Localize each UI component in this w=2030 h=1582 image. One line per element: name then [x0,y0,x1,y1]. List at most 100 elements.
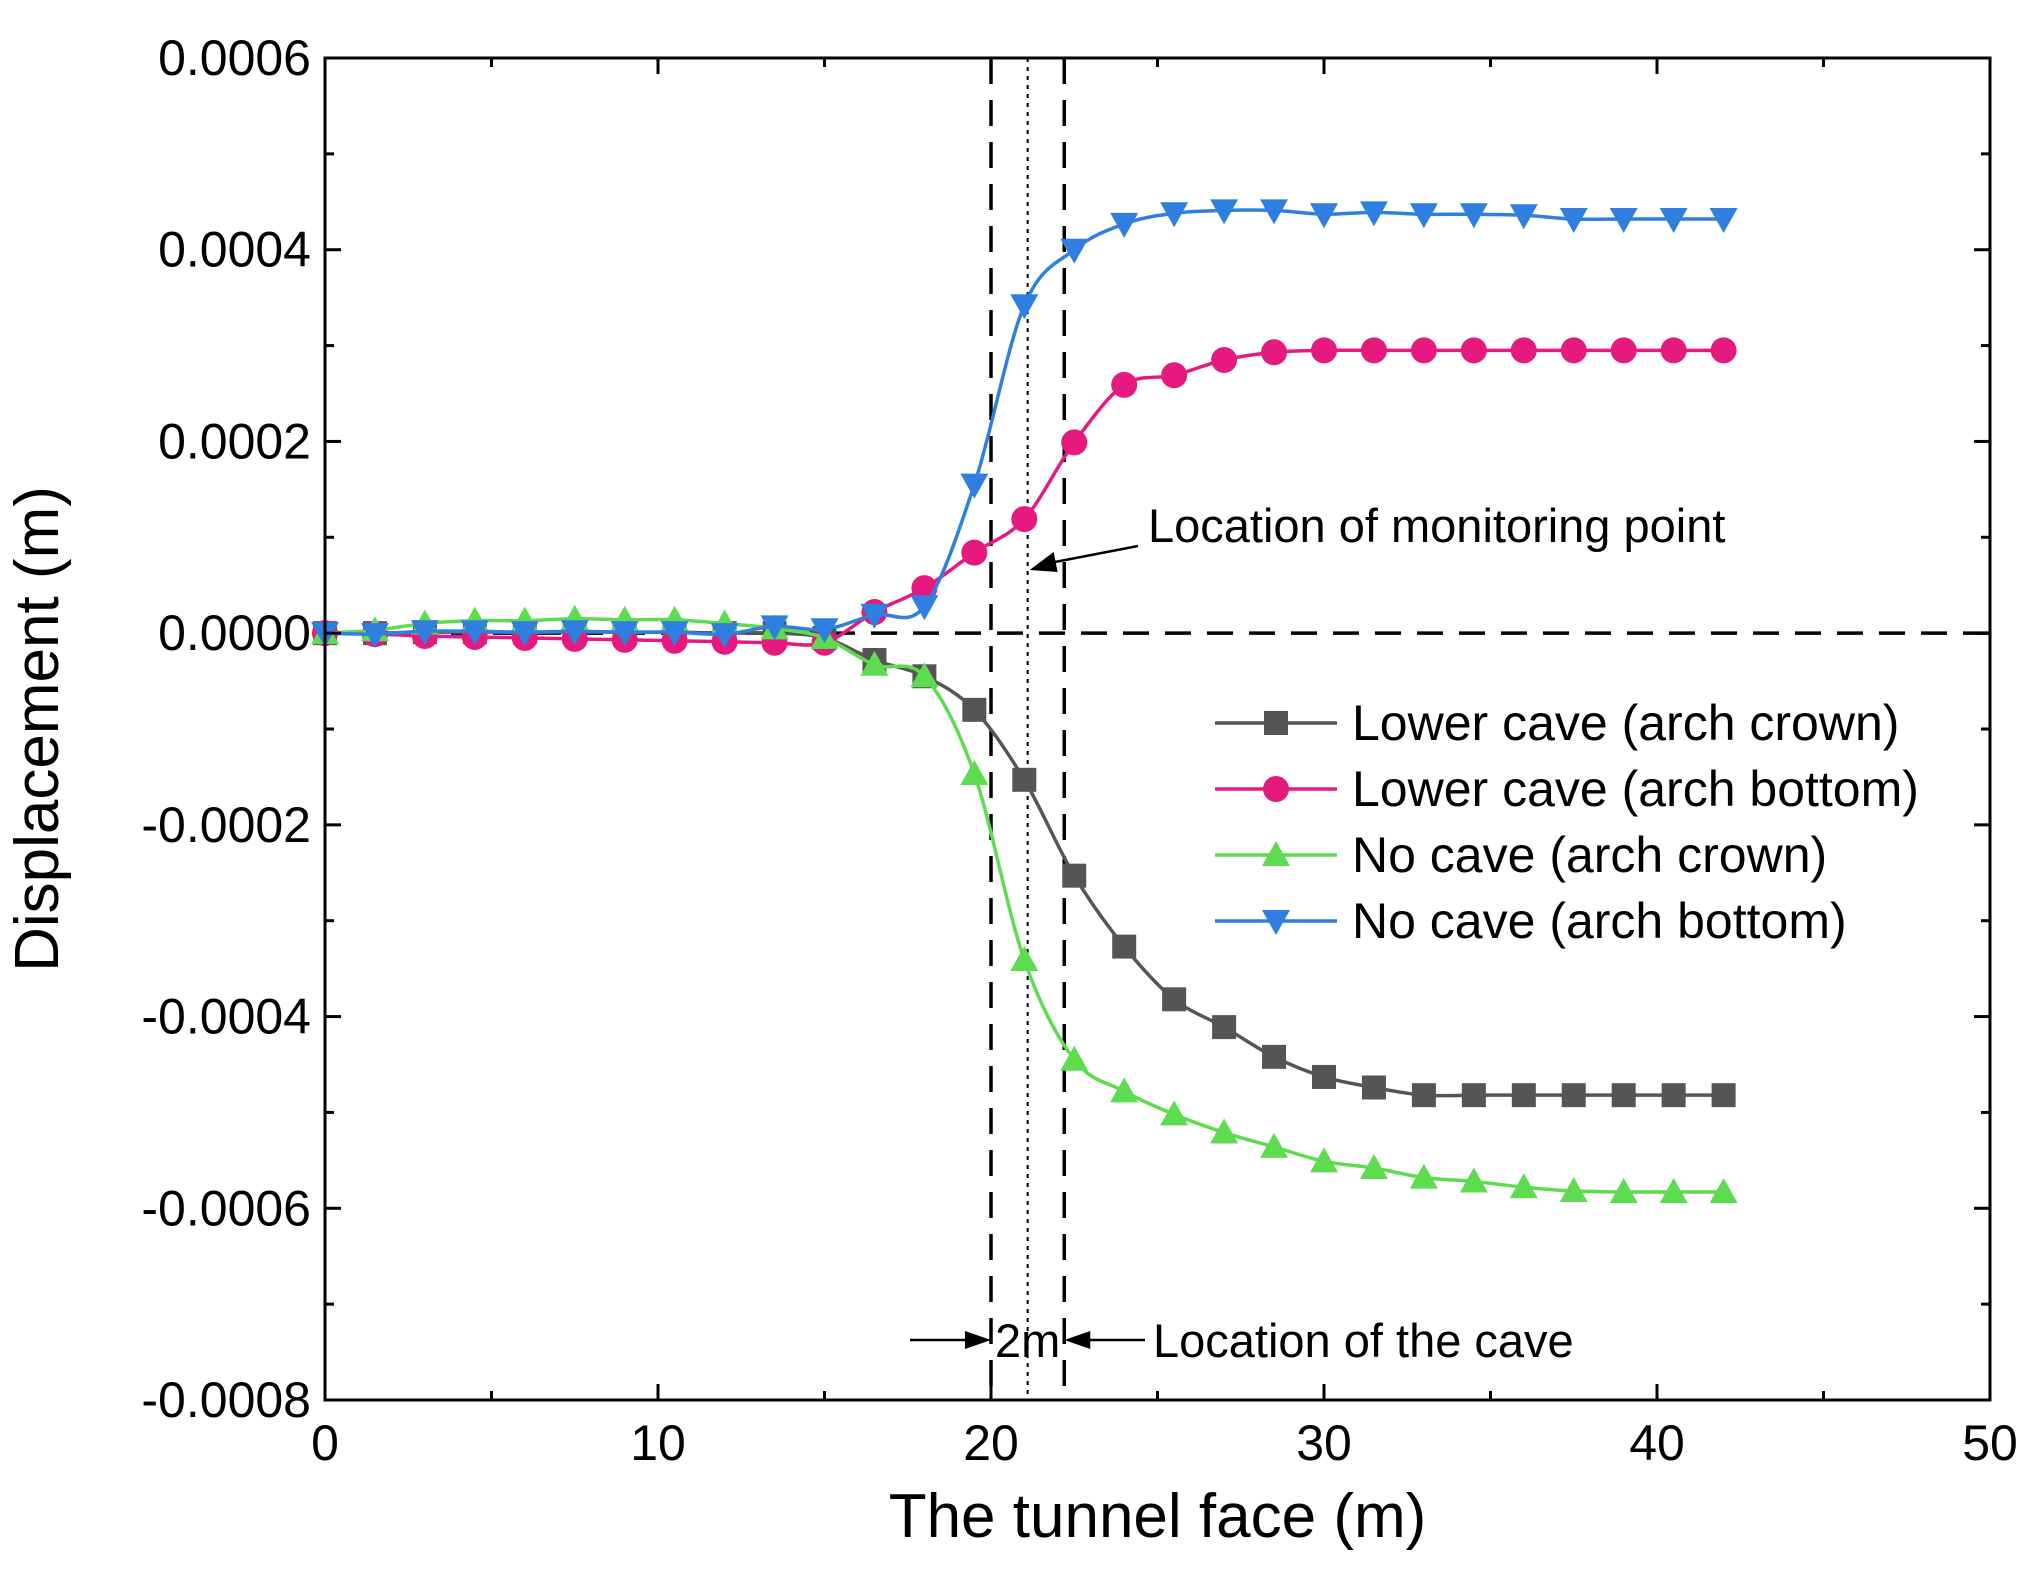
data-point [1561,1083,1586,1108]
data-point [860,603,889,629]
data-point [610,621,639,647]
data-point [1709,1177,1738,1203]
legend-item: Lower cave (arch bottom) [1215,761,1919,817]
monitoring-arrow-head [1029,552,1058,572]
data-point [660,621,689,647]
data-point [1710,337,1737,364]
data-point [1061,429,1088,456]
data-point [1160,202,1189,228]
x-tick-label: 10 [630,1415,686,1471]
data-point [960,473,989,499]
data-point [1610,337,1637,364]
annotation-cave-location: Location of the cave [1153,1314,1574,1367]
data-point [1659,1177,1688,1203]
legend: Lower cave (arch crown) Lower cave (arch … [1215,695,1919,949]
series-line [324,208,1724,637]
x-tick-label: 40 [1629,1415,1685,1471]
y-tick-label: -0.0006 [141,1180,311,1236]
data-point [860,650,889,676]
legend-swatch-marker [1262,910,1290,935]
data-point [460,620,489,646]
data-point [962,697,987,722]
data-point [1409,203,1438,229]
data-point [1660,337,1687,364]
data-point [1210,199,1239,225]
series-layer [311,199,1738,1203]
data-point [1461,1083,1486,1108]
data-point [1709,208,1738,234]
data-point [1609,1177,1638,1203]
series-1 [312,337,1737,656]
data-point [1210,1118,1239,1144]
data-point [1359,201,1388,227]
data-point [1060,238,1089,264]
data-point [1611,1083,1636,1108]
data-point [1111,371,1138,398]
annotations-layer: Location of monitoring point Location of… [910,499,1725,1367]
data-point [1509,204,1538,230]
data-point [1260,199,1289,225]
data-point [760,615,789,641]
data-point [1360,337,1387,364]
data-point [1661,1083,1686,1108]
data-point [1311,337,1337,364]
data-point [410,620,439,646]
data-point [1559,1177,1588,1203]
data-point [1609,208,1638,234]
y-tick-label: 0.0000 [158,605,311,661]
data-point [1212,1015,1237,1040]
data-point [1510,337,1537,364]
data-point [1460,337,1487,364]
data-point [1011,506,1038,533]
y-tick-label: 0.0004 [158,222,311,278]
ticks-layer: 0 10 20 30 40 50 -0.0008 -0.0006 -0.0004 -0.0002 0… [141,30,2017,1471]
y-tick-label: -0.0004 [141,989,311,1045]
annotation-2m-width: 2m [995,1314,1060,1367]
x-tick-label: 0 [311,1415,339,1471]
data-point [1162,987,1187,1012]
x-tick-label: 50 [1962,1415,2018,1471]
legend-label: Lower cave (arch crown) [1352,695,1899,751]
data-point [1409,1163,1438,1189]
x-tick-label: 20 [963,1415,1019,1471]
data-point [1560,337,1587,364]
data-point [1659,208,1688,234]
data-point [1459,1167,1488,1193]
data-point [1310,1147,1338,1173]
annotation-monitoring-point: Location of monitoring point [1148,499,1725,552]
data-point [1161,362,1188,389]
data-point [1112,934,1137,959]
data-point [710,623,739,649]
data-point [1262,1044,1287,1069]
data-point [910,595,939,621]
data-point [1312,1064,1336,1089]
legend-item: No cave (arch crown) [1215,827,1827,883]
data-point [910,662,939,688]
legend-item: No cave (arch bottom) [1215,893,1847,949]
data-point [1211,346,1238,373]
data-point [360,623,389,649]
series-3 [311,199,1738,649]
data-point [1459,203,1488,229]
data-point [1410,337,1437,364]
width-arrow-left-head [965,1331,991,1349]
legend-swatch-marker [1262,841,1290,866]
data-point [810,618,839,644]
legend-label: Lower cave (arch bottom) [1352,761,1919,817]
x-tick-label: 30 [1296,1415,1352,1471]
data-point [1012,767,1037,792]
y-axis-title: Displacement (m) [3,486,72,972]
data-point [1260,1132,1289,1158]
y-tick-label: -0.0008 [141,1372,311,1428]
data-point [960,760,989,786]
data-point [1160,1100,1189,1126]
legend-swatch-marker [1263,776,1289,802]
y-tick-label: 0.0006 [158,30,311,86]
data-point [1359,1154,1388,1180]
data-point [1559,208,1588,234]
data-point [510,621,539,647]
data-point [1711,1083,1736,1108]
width-arrow-right-head [1064,1331,1091,1349]
